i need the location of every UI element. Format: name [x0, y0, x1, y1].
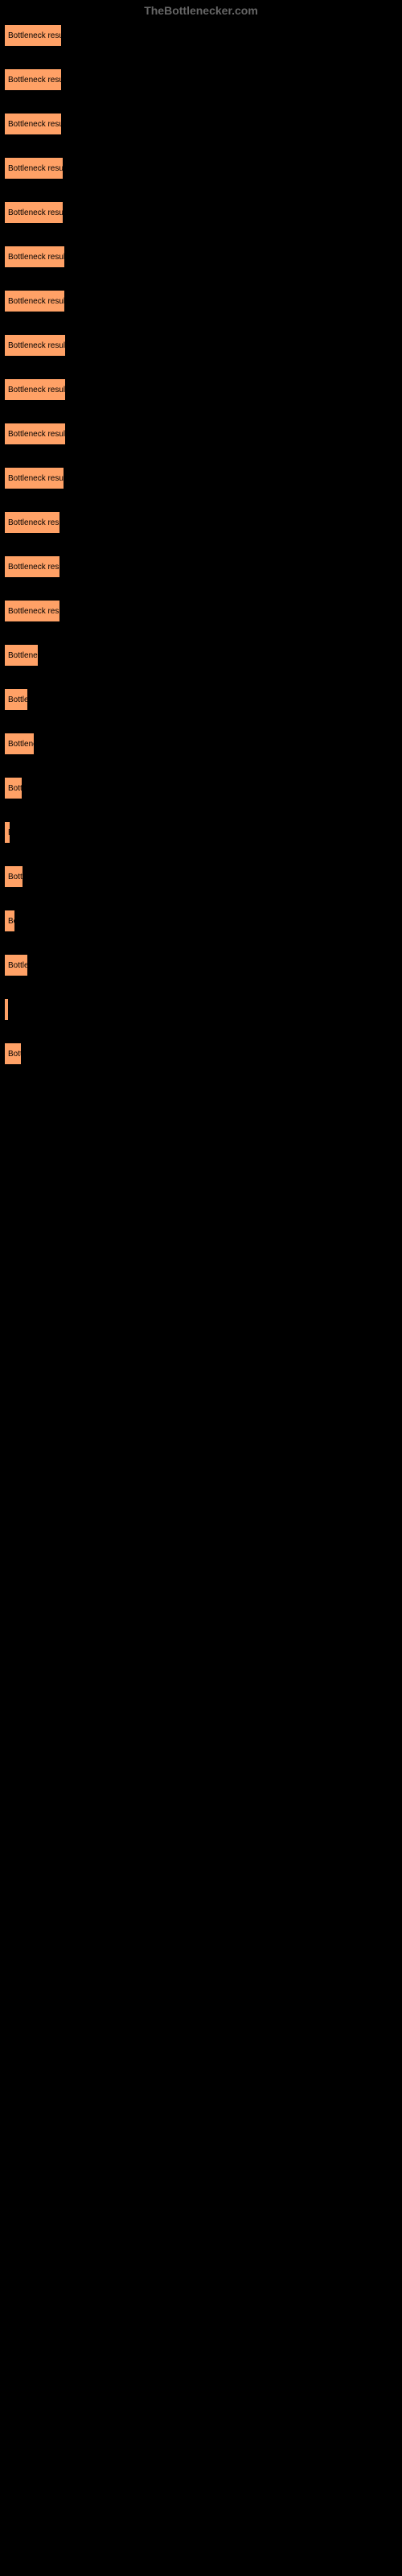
bar-group: Bottleneck result	[4, 290, 402, 334]
chart-bar: Bottl	[4, 1042, 22, 1065]
chart-bar: Bottleneck result	[4, 555, 60, 578]
chart-bar: Bottleneck result	[4, 467, 64, 489]
chart-bar: Bottleneck result	[4, 24, 62, 47]
bar-group: Bottlen	[4, 688, 402, 733]
chart-bar: Bot	[4, 910, 15, 932]
chart-bar: Bottleneck result	[4, 68, 62, 91]
bar-group: Bottleneck result	[4, 600, 402, 644]
bar-group: Bottleneck result	[4, 555, 402, 600]
chart-bar: Bottleneck result	[4, 600, 60, 622]
chart-bar: Bottleneck	[4, 644, 39, 667]
bar-group: Bot	[4, 910, 402, 954]
chart-bar: Bottleneck result	[4, 113, 62, 135]
chart-bar: Bottleneck result	[4, 246, 65, 268]
bar-chart: Bottleneck result Bottleneck result Bottle…	[0, 0, 402, 1087]
chart-bar: Bottlen	[4, 954, 28, 976]
chart-bar: Bottleneck result	[4, 511, 60, 534]
chart-bar: Bottle	[4, 865, 23, 888]
bar-group: Bottle	[4, 865, 402, 910]
chart-bar: Bottleneck result	[4, 157, 64, 180]
bar-group: Bottleneck result	[4, 201, 402, 246]
bar-group: Bottleneck result	[4, 467, 402, 511]
bar-group: Bottleneck result	[4, 113, 402, 157]
chart-bar: Bottleneck result	[4, 201, 64, 224]
bar-group	[4, 998, 402, 1042]
chart-bar: Bottleneck	[4, 733, 35, 755]
chart-bar: Bottle	[4, 777, 23, 799]
bar-group: Bottleneck result	[4, 423, 402, 467]
bar-group: Bottleneck result	[4, 378, 402, 423]
bar-group: Bottleneck result	[4, 511, 402, 555]
chart-bar: Bottleneck result	[4, 423, 66, 445]
bar-group: Bottleneck result	[4, 246, 402, 290]
chart-bar	[4, 998, 9, 1021]
bar-group: Bottleneck result	[4, 68, 402, 113]
bar-group: Bottleneck	[4, 644, 402, 688]
chart-bar: B	[4, 821, 10, 844]
bar-group: Bottleneck	[4, 733, 402, 777]
bar-group: Bottleneck result	[4, 334, 402, 378]
bar-group: Bottle	[4, 777, 402, 821]
bar-group: Bottleneck result	[4, 157, 402, 201]
bar-group: Bottleneck result	[4, 24, 402, 68]
chart-bar: Bottleneck result	[4, 378, 66, 401]
bar-group: Bottl	[4, 1042, 402, 1087]
bar-group: Bottlen	[4, 954, 402, 998]
chart-bar: Bottleneck result	[4, 290, 65, 312]
bar-group: B	[4, 821, 402, 865]
chart-bar: Bottleneck result	[4, 334, 66, 357]
chart-bar: Bottlen	[4, 688, 28, 711]
